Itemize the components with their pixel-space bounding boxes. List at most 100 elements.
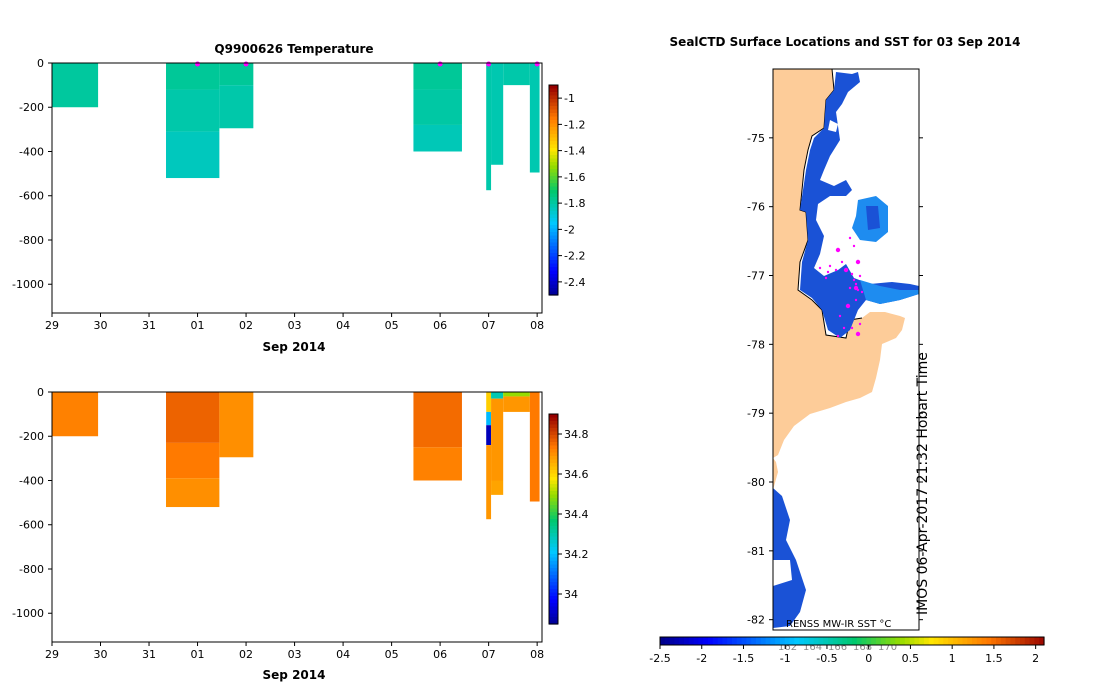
p1-xtick-label-6: 04 bbox=[336, 319, 350, 332]
p2-cbar-seg-10 bbox=[549, 449, 558, 454]
p2-cbar-seg-17 bbox=[549, 473, 558, 478]
track-point-18 bbox=[836, 334, 840, 338]
p1-marker-3 bbox=[486, 61, 492, 67]
p2-cbar-seg-15 bbox=[549, 466, 558, 471]
p1-cbar-seg-36 bbox=[549, 211, 558, 216]
p2-xtick-label-6: 04 bbox=[336, 648, 350, 661]
p2-cbar-seg-19 bbox=[549, 480, 558, 485]
p1-cbar-seg-23 bbox=[549, 165, 558, 170]
p1-cbar-seg-25 bbox=[549, 172, 558, 177]
sst-colorbar: -2.5 -2 -1.5 -1 -0.5 0 0.5 1 1.5 2 bbox=[649, 636, 1045, 665]
p2-cell-7-0 bbox=[529, 392, 540, 502]
sst-cbar-label-0: -2.5 bbox=[649, 652, 670, 665]
sst-cbar-seg-1 bbox=[664, 637, 671, 645]
sst-cbar-seg-13 bbox=[722, 637, 728, 645]
p2-cbar-seg-32 bbox=[549, 526, 558, 531]
p1-cbar-seg-7 bbox=[549, 109, 558, 114]
sst-cbar-seg-50 bbox=[900, 637, 906, 645]
p1-cbar-seg-33 bbox=[549, 200, 558, 205]
track-point-1 bbox=[840, 260, 844, 264]
track-point-11 bbox=[852, 244, 856, 248]
sst-cbar-seg-19 bbox=[751, 637, 757, 645]
p2-cbar-seg-24 bbox=[549, 498, 558, 503]
p2-cbar-seg-3 bbox=[549, 424, 558, 429]
sst-cbar-seg-47 bbox=[885, 637, 891, 645]
p1-cell-5-0 bbox=[491, 63, 504, 165]
sst-cbar-seg-44 bbox=[871, 637, 877, 645]
p1-cell-3-1 bbox=[413, 89, 462, 125]
p1-cbar-seg-18 bbox=[549, 148, 558, 153]
sst-cbar-label-9: 2 bbox=[1032, 652, 1039, 665]
sst-cbar-seg-60 bbox=[948, 637, 954, 645]
p1-marker-0 bbox=[195, 61, 201, 67]
sst-cbar-seg-37 bbox=[837, 637, 843, 645]
sst-cbar-seg-17 bbox=[741, 637, 747, 645]
sst-cbar-label-5: 0 bbox=[865, 652, 872, 665]
p1-cbar-seg-37 bbox=[549, 214, 558, 219]
p1-cell-1-2 bbox=[166, 131, 220, 179]
p2-cbar-seg-28 bbox=[549, 512, 558, 517]
land-strip bbox=[773, 458, 778, 490]
p1-cbar-seg-27 bbox=[549, 179, 558, 184]
p2-cbar-seg-4 bbox=[549, 428, 558, 433]
sst-cbar-frame bbox=[659, 636, 1045, 646]
p2-cbar-seg-0 bbox=[549, 414, 558, 419]
sst-cbar-seg-12 bbox=[717, 637, 723, 645]
p2-cbar-seg-21 bbox=[549, 487, 558, 492]
track-point-21 bbox=[858, 322, 862, 326]
p1-cbar-label-4: -1.8 bbox=[564, 197, 585, 210]
map-lon-label-4: 170 bbox=[878, 642, 897, 653]
p1-cbar-label-6: -2.2 bbox=[564, 250, 585, 263]
sst-cbar-seg-56 bbox=[928, 637, 935, 645]
p1-xtick-label-0: 29 bbox=[45, 319, 59, 332]
sst-cbar-seg-24 bbox=[775, 637, 781, 645]
p1-cell-7-0 bbox=[529, 63, 540, 173]
p1-cbar-seg-32 bbox=[549, 197, 558, 202]
sst-cbar-seg-73 bbox=[1010, 637, 1016, 645]
p1-cbar-seg-6 bbox=[549, 106, 558, 111]
map-lon-labels: 162 164 166 168 170 bbox=[778, 642, 897, 653]
p1-ytick-label-2: -400 bbox=[19, 145, 44, 158]
p1-cbar-seg-19 bbox=[549, 151, 558, 156]
sst-cbar-seg-21 bbox=[760, 637, 767, 645]
p2-cbar-seg-13 bbox=[549, 459, 558, 464]
track-point-7 bbox=[854, 282, 858, 286]
sst-cbar-seg-48 bbox=[890, 637, 896, 645]
track-point-0 bbox=[835, 247, 841, 253]
salinity-panel: 0 -200 -400 -600 -800 -1000 29 30 31 01 02 03 04 05 0… bbox=[12, 386, 588, 682]
p2-cbar-seg-48 bbox=[549, 582, 558, 587]
p2-cbar-seg-44 bbox=[549, 568, 558, 573]
p2-ytick-label-2: -400 bbox=[19, 474, 44, 487]
p1-cbar-seg-39 bbox=[549, 221, 558, 226]
p1-cbar-seg-3 bbox=[549, 95, 558, 100]
sst-cbar-seg-35 bbox=[828, 637, 834, 645]
p1-cbar-seg-11 bbox=[549, 123, 558, 128]
p1-cell-2-0 bbox=[219, 63, 254, 86]
p2-cbar-seg-11 bbox=[549, 452, 558, 457]
sst-cbar-label-3: -1 bbox=[780, 652, 791, 665]
p1-cbar-label-3: -1.6 bbox=[564, 171, 585, 184]
track-point-22 bbox=[818, 266, 822, 270]
sst-cbar-seg-70 bbox=[996, 637, 1002, 645]
sst-cbar-seg-33 bbox=[818, 637, 824, 645]
p2-cbar-seg-26 bbox=[549, 505, 558, 510]
sst-polynya bbox=[800, 72, 919, 338]
p1-cbar-seg-42 bbox=[549, 232, 558, 237]
map-lon-label-1: 164 bbox=[803, 642, 822, 653]
sst-band bbox=[860, 280, 919, 304]
p2-cbar-seg-34 bbox=[549, 533, 558, 538]
p1-cbar-seg-46 bbox=[549, 246, 558, 251]
p2-xtick-label-4: 02 bbox=[239, 648, 253, 661]
map-lat-axis: -75 -76 -77 -78 -79 -80 -81 -82 bbox=[747, 132, 923, 627]
p2-cbar-seg-23 bbox=[549, 494, 558, 499]
sst-cbar-seg-26 bbox=[784, 637, 791, 645]
p1-cbar-seg-41 bbox=[549, 228, 558, 233]
salinity-x-axis: 29 30 31 01 02 03 04 05 06 07 08 bbox=[45, 642, 544, 661]
sst-cbar-seg-8 bbox=[698, 637, 704, 645]
sst-cbar-label-1: -2 bbox=[696, 652, 707, 665]
p1-xtick-label-9: 07 bbox=[482, 319, 496, 332]
p1-cbar-seg-54 bbox=[549, 274, 558, 279]
p2-cbar-seg-51 bbox=[549, 592, 558, 597]
p1-cbar-label-7: -2.4 bbox=[564, 276, 585, 289]
